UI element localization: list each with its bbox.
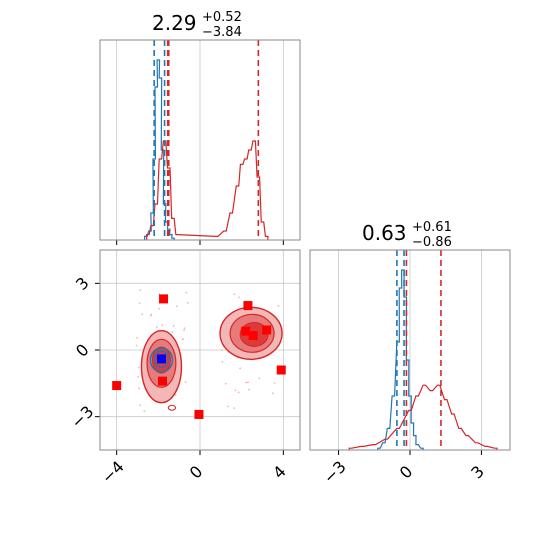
red-square-marker [262, 325, 272, 335]
sample-point [138, 387, 141, 390]
blue-contour-mid [153, 350, 170, 368]
red-contour-island [167, 404, 177, 411]
sample-point [184, 381, 187, 383]
sample-point [185, 291, 188, 294]
histogram-blue-series [143, 59, 175, 240]
sample-point [135, 344, 138, 347]
bottom-right-title-upper: +0.61 [412, 220, 452, 235]
x-tick-label: 3 [467, 462, 488, 483]
x-tick-label: 4 [269, 462, 290, 483]
y-tick-label: 0 [72, 340, 93, 361]
histogram-red-series [348, 384, 498, 450]
bottom-right-title-lower: −0.86 [412, 235, 452, 250]
sample-point [271, 392, 274, 395]
red-square-marker [159, 294, 169, 304]
sample-point [237, 391, 240, 394]
sample-point [176, 305, 178, 308]
x-tick-label: −3 [320, 457, 350, 487]
bottom-right-histogram-panel: −3 0 3 [309, 249, 511, 487]
histogram-red-series [146, 140, 269, 240]
plot-frame [309, 249, 511, 451]
red-square-marker [112, 381, 122, 391]
sample-point [248, 388, 251, 391]
sample-point [233, 407, 236, 410]
sample-point [137, 376, 140, 378]
sample-point [221, 360, 224, 363]
bottom-right-title: 0.63 +0.61 −0.86 [362, 220, 452, 250]
blue-contour-outer [149, 347, 174, 373]
top-left-title-upper: +0.52 [202, 10, 242, 25]
sample-point [158, 307, 161, 310]
sample-point [181, 338, 184, 341]
sample-point [139, 404, 142, 407]
sample-point [161, 324, 164, 327]
top-left-histogram-panel [99, 39, 301, 245]
sample-point [150, 313, 153, 316]
sample-point [171, 331, 174, 333]
plot-frame [99, 39, 301, 241]
x-tick-label: 0 [396, 462, 417, 483]
blue-square-marker [156, 354, 166, 364]
sample-point [239, 367, 242, 370]
sample-point [143, 410, 146, 412]
sample-point [139, 289, 142, 291]
red-square-marker [248, 331, 258, 341]
sample-point [186, 301, 189, 304]
sample-point [233, 293, 236, 296]
sample-point [141, 313, 144, 316]
sample-point [155, 326, 158, 329]
top-left-title-value: 2.29 [152, 11, 197, 35]
sample-point [138, 302, 141, 305]
sample-point [183, 329, 186, 332]
y-tick-label: −3 [67, 402, 97, 432]
sample-point [277, 305, 280, 307]
x-tick-label: 0 [186, 462, 207, 483]
y-tick-label: 3 [72, 273, 93, 294]
plot-frame [99, 249, 301, 451]
sample-point [273, 382, 276, 384]
bottom-left-contour-panel: −4 0 4 −3 0 3 [67, 249, 301, 487]
sample-point [258, 377, 261, 380]
sample-point [247, 381, 249, 384]
sample-point [137, 366, 140, 369]
bottom-right-title-value: 0.63 [362, 221, 407, 245]
red-square-marker [158, 376, 167, 386]
sample-point [220, 349, 223, 352]
sample-point [172, 324, 175, 327]
sample-point [174, 394, 177, 396]
red-square-marker [241, 326, 251, 336]
sample-point [238, 296, 241, 299]
sample-point [136, 336, 138, 339]
red-square-marker [243, 301, 253, 311]
sample-point [227, 405, 229, 408]
top-left-title: 2.29 +0.52 −3.84 [152, 10, 242, 40]
sample-point [183, 327, 186, 330]
sample-point [234, 389, 237, 392]
histogram-series-group [143, 59, 269, 240]
red-square-marker [194, 409, 204, 419]
top-left-title-lower: −3.84 [202, 25, 242, 40]
contour-group [112, 289, 286, 419]
sample-point [224, 382, 227, 385]
x-tick-label: −4 [98, 457, 128, 487]
red-square-marker [276, 365, 286, 375]
sample-point [245, 381, 248, 384]
